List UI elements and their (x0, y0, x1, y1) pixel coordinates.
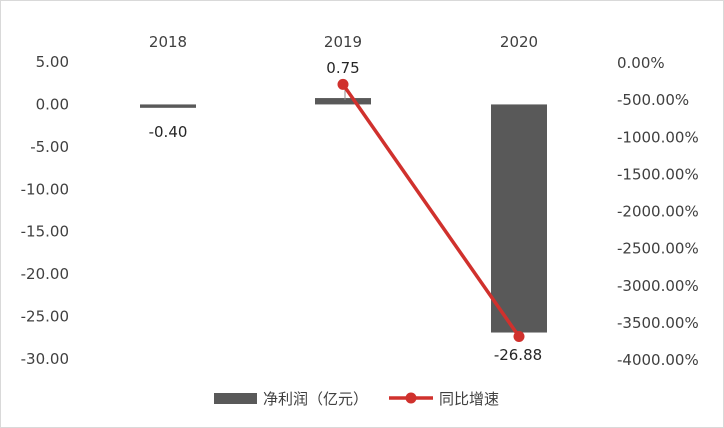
category-label: 2018 (149, 33, 187, 51)
bar-data-label: -26.88 (494, 346, 542, 364)
right-axis-tick-label: 0.00% (617, 54, 665, 72)
left-axis-tick-label: -25.00 (21, 308, 69, 326)
left-axis-tick-label: 5.00 (36, 53, 69, 71)
right-axis-tick-label: -2000.00% (617, 203, 699, 221)
left-axis-tick-label: -30.00 (21, 350, 69, 368)
category-label: 2019 (324, 33, 362, 51)
category-label: 2020 (500, 33, 538, 51)
bar-data-label: 0.75 (326, 59, 359, 77)
growth-rate-line (341, 83, 521, 338)
right-axis-tick-label: -2500.00% (617, 240, 699, 258)
right-axis-tick-label: -500.00% (617, 91, 689, 109)
right-axis-tick-label: -1000.00% (617, 128, 699, 146)
legend-swatch-bar (214, 393, 257, 404)
growth-rate-point-2020 (513, 331, 525, 343)
legend-label-bar: 净利润（亿元） (263, 390, 368, 408)
left-axis-tick-label: -5.00 (30, 138, 69, 156)
right-axis-tick-label: -3000.00% (617, 277, 699, 295)
growth-rate-point-2019 (337, 78, 349, 90)
right-axis-tick-label: -3500.00% (617, 314, 699, 332)
left-axis-tick-label: -20.00 (21, 265, 69, 283)
left-axis-tick-label: -10.00 (21, 180, 69, 198)
right-axis-tick-label: -1500.00% (617, 165, 699, 183)
bar-2018 (140, 104, 196, 108)
left-axis-tick-label: 0.00 (36, 95, 69, 113)
bar-data-label: -0.40 (149, 123, 188, 141)
left-axis-tick-label: -15.00 (21, 223, 69, 241)
bar-2019 (315, 98, 371, 105)
legend-swatch-marker (405, 392, 417, 404)
legend-label-line: 同比增速 (439, 390, 499, 408)
bar-2020 (491, 104, 547, 333)
right-axis-tick-label: -4000.00% (617, 351, 699, 369)
